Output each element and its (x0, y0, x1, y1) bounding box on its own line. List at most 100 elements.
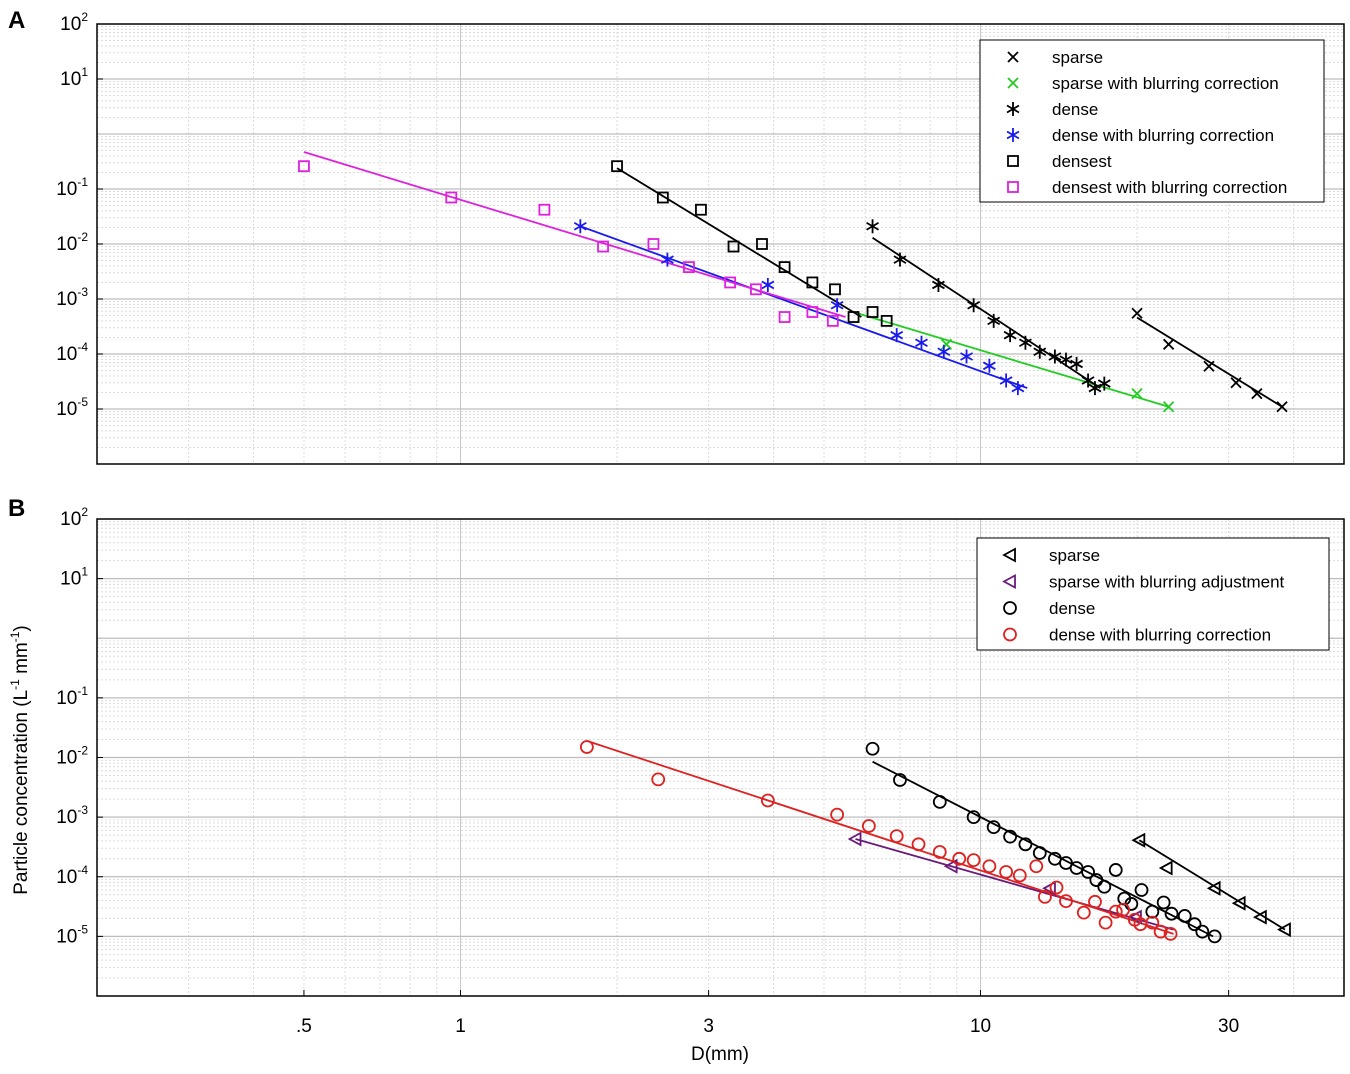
data-point (1098, 915, 1113, 930)
legend-marker (1007, 155, 1019, 167)
data-point (1108, 863, 1123, 877)
data-point (1195, 924, 1210, 939)
legend-entry: dense (1052, 100, 1098, 119)
data-point (1012, 868, 1027, 883)
data-point (1070, 356, 1084, 371)
data-point (1134, 883, 1149, 897)
data-point (1048, 349, 1062, 364)
x-tick-label: 30 (1218, 1016, 1239, 1037)
x-tick-label: .5 (296, 1016, 312, 1037)
data-point (865, 741, 880, 756)
data-point (1230, 377, 1242, 389)
data-point (750, 283, 762, 296)
legend-entry: dense (1049, 599, 1095, 618)
y-tick-label: 10-4 (56, 863, 88, 888)
y-tick-label: 10-2 (56, 230, 88, 255)
data-point (778, 261, 791, 274)
data-point (651, 772, 666, 787)
legend-marker (1003, 627, 1017, 642)
fit-line (580, 225, 1028, 389)
legend-marker (1007, 51, 1019, 63)
y-tick-label: 10-5 (56, 395, 88, 420)
data-point (1097, 376, 1111, 391)
legend-entry: dense with blurring correction (1049, 626, 1271, 645)
data-point (890, 328, 904, 343)
data-point (1131, 832, 1146, 848)
panel-a-data-points (298, 160, 1288, 413)
data-point (1156, 895, 1171, 910)
data-point (911, 837, 926, 852)
data-point (1187, 917, 1202, 932)
x-axis-title: D(mm) (691, 1044, 749, 1065)
data-point (597, 240, 609, 253)
data-point (1131, 388, 1143, 400)
y-tick-exponent: -1 (77, 684, 88, 698)
data-point (756, 238, 768, 250)
data-point (1081, 373, 1095, 388)
data-point (1018, 837, 1033, 852)
data-point (778, 311, 791, 323)
y-axis-title-sup2: -1 (8, 631, 22, 642)
data-point (660, 252, 674, 267)
y-tick-exponent: 2 (81, 505, 88, 519)
y-tick-label: 10-4 (56, 340, 88, 365)
y-tick-exponent: -4 (77, 863, 88, 877)
fit-line (586, 740, 1174, 935)
legend-entry: sparse (1049, 546, 1100, 565)
data-point (1076, 905, 1091, 920)
y-tick-base: 10 (56, 179, 77, 200)
panel-a-legend: sparse sparse with blurring correction den… (979, 39, 1325, 203)
data-point (760, 793, 775, 808)
data-point (915, 335, 928, 350)
data-point (579, 740, 594, 754)
data-point (1018, 335, 1032, 350)
data-point (1145, 904, 1160, 919)
y-tick-base: 10 (56, 807, 77, 828)
data-point (847, 311, 860, 323)
data-point (999, 373, 1013, 388)
data-point (931, 277, 945, 292)
data-point (1203, 360, 1215, 372)
y-tick-exponent: -3 (77, 803, 88, 817)
y-tick-base: 10 (60, 69, 81, 90)
data-point (966, 810, 981, 825)
data-point (1158, 860, 1173, 876)
y-tick-base: 10 (56, 289, 77, 310)
data-point (611, 160, 623, 173)
y-tick-label: 10-3 (56, 803, 88, 828)
y-tick-exponent: 1 (81, 65, 88, 79)
data-point (1116, 902, 1130, 917)
data-point (573, 219, 587, 234)
data-point (826, 314, 839, 327)
data-point (727, 240, 740, 253)
data-point (830, 807, 845, 822)
data-point (695, 203, 707, 216)
y-axis-title-main: Particle concentration (L (11, 690, 32, 895)
data-point (1059, 894, 1073, 909)
panel-b-legend: sparse sparse with blurring adjustment den… (976, 537, 1330, 651)
data-point (1049, 880, 1064, 895)
data-point (656, 191, 669, 204)
legend-entry: sparse with blurring correction (1052, 74, 1279, 93)
data-point (986, 820, 1001, 835)
data-point (937, 344, 951, 359)
data-point (861, 819, 876, 833)
y-tick-exponent: -2 (77, 744, 88, 758)
data-point (1081, 865, 1095, 879)
data-point (889, 829, 904, 844)
y-tick-base: 10 (56, 748, 77, 769)
y-axis-title-mid: mm (11, 642, 32, 679)
data-point (1011, 381, 1025, 396)
data-point (1097, 879, 1112, 894)
data-point (806, 306, 819, 318)
y-tick-exponent: 2 (81, 10, 88, 24)
y-tick-base: 10 (56, 344, 77, 365)
y-tick-exponent: -3 (77, 285, 88, 299)
legend-entry: dense with blurring correction (1052, 126, 1274, 145)
data-point (1003, 829, 1018, 844)
data-point (952, 851, 967, 866)
panel-a-label: A (8, 7, 25, 34)
